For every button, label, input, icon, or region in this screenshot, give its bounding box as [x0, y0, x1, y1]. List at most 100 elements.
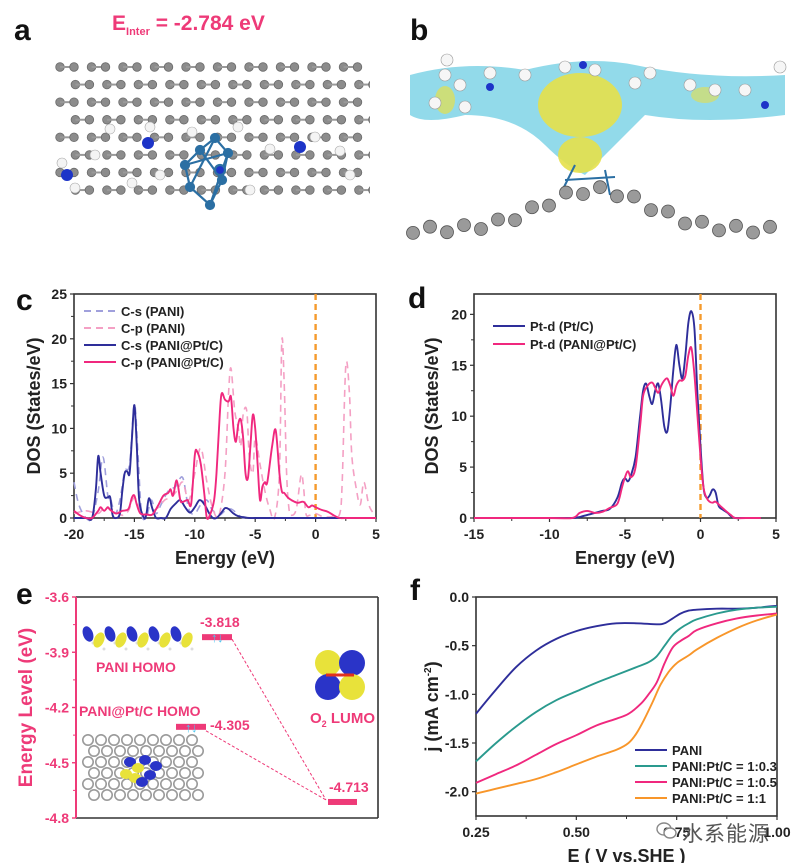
series-c-s-pani: [73, 403, 376, 522]
hydrogen-atom: [144, 121, 156, 133]
x-tick-label: -15: [464, 526, 484, 542]
pani-homo-orbital-image: [82, 626, 194, 651]
nitrogen-atom: [761, 101, 769, 109]
pani-pt-c-homo-orbital-image: [82, 734, 205, 802]
lattice-ring: [127, 789, 140, 802]
hydrogen-atom: [69, 182, 81, 194]
orbital-lobe: [339, 650, 365, 676]
x-tick-label: 5: [372, 526, 380, 542]
y-tick-label: -1.0: [445, 686, 469, 702]
legend-label: C-s (PANI@Pt/C): [121, 338, 223, 353]
y-tick-label: -0.5: [445, 638, 469, 654]
pani-homo-label: PANI HOMO: [96, 659, 176, 675]
x-tick-label: -20: [64, 526, 84, 542]
carbon-atom: [116, 150, 126, 160]
carbon-atom: [352, 97, 363, 107]
hydrogen-atom: [683, 78, 697, 92]
carbon-atom: [179, 79, 189, 90]
x-tick-label: 0: [697, 526, 705, 542]
lattice-ring: [88, 745, 101, 758]
y-tick-label: -1.5: [445, 735, 469, 751]
hydrogen-atom: [168, 647, 172, 651]
x-tick-label: -10: [185, 526, 205, 542]
lattice-ring: [121, 734, 134, 747]
carbon-atom: [368, 186, 370, 194]
carbon-atom: [273, 150, 284, 160]
series-pt-d-pt-c: [474, 310, 761, 520]
lattice-ring: [95, 756, 108, 769]
hydrogen-atom: [89, 149, 101, 161]
hydrogen-atom: [146, 647, 150, 651]
o2-lumo-orbital-image: [315, 650, 365, 700]
einter-value: = -2.784 eV: [155, 12, 265, 35]
lattice-ring: [153, 789, 166, 802]
carbon-atom: [273, 185, 284, 195]
energy-level-bar: [176, 723, 206, 730]
carbon-atom: [116, 115, 126, 125]
carbon-atom: [69, 97, 79, 107]
x-tick-label: 0.25: [462, 824, 489, 840]
y-tick-label: 15: [51, 376, 67, 392]
y-axis-label: DOS (States/eV): [24, 337, 44, 474]
hydrogen-atom: [102, 647, 106, 651]
hydrogen-atom: [264, 143, 276, 155]
orbital-lobe: [120, 769, 132, 779]
lattice-ring: [82, 756, 95, 769]
y-tick-label: -4.5: [45, 755, 69, 771]
carbon-atom: [226, 167, 237, 178]
carbon-atom: [84, 79, 95, 90]
series-pani-pt-c-1-0-5: [475, 612, 778, 784]
carbon-atom: [352, 132, 363, 143]
lattice-ring: [192, 745, 205, 758]
carbon-atom: [116, 185, 126, 195]
energy-level-bar: [202, 634, 232, 641]
lattice-ring: [82, 734, 95, 747]
y-tick-label: -3.9: [45, 644, 69, 660]
carbon-atom: [116, 79, 126, 90]
carbon-atom: [305, 185, 315, 195]
carbon-atom: [457, 218, 471, 233]
y-tick-label: 5: [59, 465, 67, 481]
lattice-ring: [179, 789, 192, 802]
carbon-atom: [305, 79, 315, 90]
electron-down-arrow: ↓: [191, 720, 198, 735]
x-axis-label: E ( V vs.SHE ): [567, 846, 685, 863]
lattice-ring: [192, 767, 205, 780]
chart-d-dos-platinum: -15 -10 -5 0 5 0 5 10 15 20 Energy (eV) DOS (States…: [422, 293, 780, 568]
lattice-ring: [192, 789, 205, 802]
series-c-s-pani-pt-c: [74, 404, 376, 521]
orbital-lobe: [170, 626, 182, 642]
curved-graphene: [406, 180, 777, 240]
lattice-ring: [186, 734, 199, 747]
nitrogen-atom: [486, 83, 494, 91]
lattice-ring: [173, 734, 186, 747]
carbon-atom: [576, 187, 590, 201]
carbon-atom: [712, 223, 726, 238]
hydrogen-atom: [334, 145, 346, 157]
y-tick-label: 20: [51, 331, 67, 347]
hydrogen-atom: [440, 53, 454, 67]
x-tick-label: 0: [312, 526, 320, 542]
orbital-lobe: [82, 626, 94, 642]
lattice-ring: [147, 734, 160, 747]
carbon-atom: [100, 97, 111, 107]
hydrogen-atoms: [428, 53, 787, 114]
carbon-atom: [132, 132, 142, 143]
carbon-atom: [163, 97, 174, 107]
orbital-lobe: [139, 755, 151, 765]
hydrogen-atom: [154, 169, 166, 181]
orbital-lobe: [144, 770, 156, 780]
lattice-ring: [108, 756, 121, 769]
legend-label: PANI:Pt/C = 1:0.3: [672, 759, 777, 774]
carbon-atom: [100, 167, 111, 178]
plot-frame: [473, 293, 777, 519]
electron-up-arrow: ↑: [211, 630, 218, 645]
carbon-atom: [163, 167, 174, 178]
carbon-atom: [542, 198, 556, 213]
carbon-atom: [226, 132, 237, 143]
hydrogen-atom: [458, 100, 472, 114]
orbital-lobe: [115, 632, 127, 648]
carbon-atom: [258, 97, 268, 107]
carbon-atom: [406, 225, 420, 240]
lattice-ring: [166, 745, 179, 758]
